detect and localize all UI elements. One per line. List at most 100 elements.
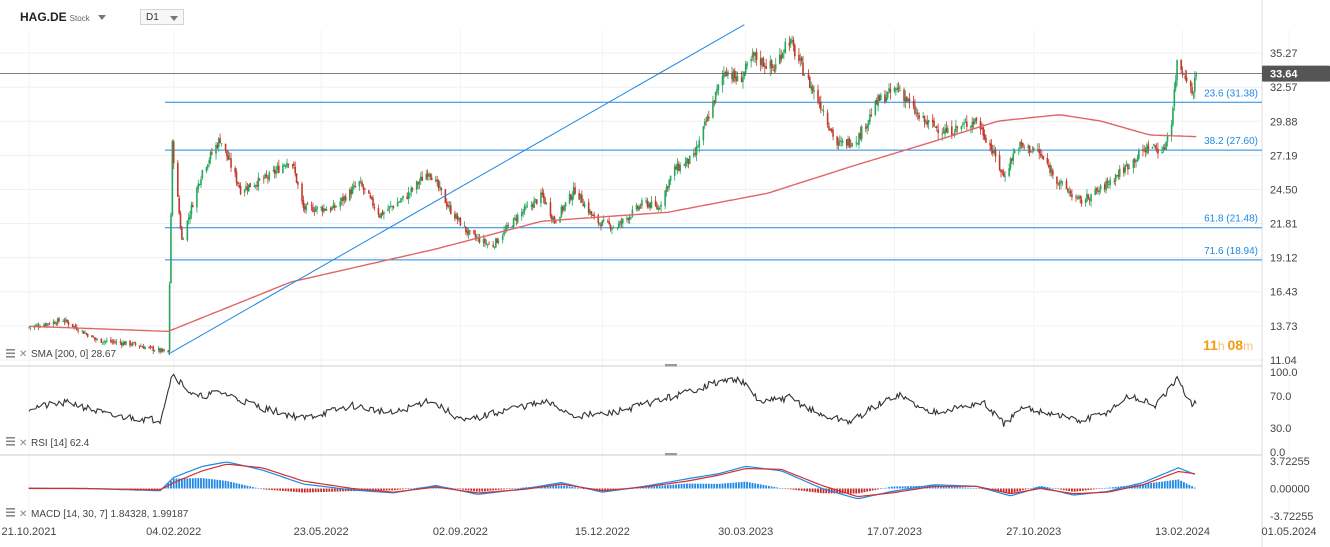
candle-body [273,169,276,174]
macd-histogram-bar [219,480,222,489]
candle-body [724,72,727,73]
macd-histogram-bar [1139,484,1142,489]
candle-body [736,75,739,82]
close-icon[interactable]: ✕ [19,438,27,449]
candle-body [531,204,534,208]
candle-body [144,346,146,350]
candle [955,119,957,136]
price-tag-background [1262,65,1330,82]
symbol-selector[interactable]: HAG.DE Stock [20,10,106,24]
macd-histogram-bar [803,488,806,492]
candle-body [36,324,38,326]
candle [364,188,366,195]
macd-histogram-bar [975,488,978,489]
candle [178,195,180,215]
candle [278,159,280,174]
candle-body [526,205,529,207]
candle [1084,198,1087,207]
candle [1191,82,1193,97]
rsi-legend[interactable]: ✕ RSI [14] 62.4 [6,437,90,449]
candle [839,135,841,147]
rsi-tick-label: 0.0 [1270,447,1285,459]
candle-body [262,178,265,180]
candle [1002,168,1005,177]
menu-icon[interactable] [6,437,15,446]
candle [52,319,55,327]
macd-histogram-bar [1101,488,1103,489]
macd-histogram-bar [331,488,333,492]
panel-resize-handle[interactable] [665,364,677,367]
fibonacci-levels[interactable]: 23.6 (31.38)38.2 (27.60)61.8 (21.48)71.6… [165,88,1262,261]
macd-histogram-bar [907,486,910,489]
macd-histogram-bar [795,488,798,491]
candle-body [886,91,889,98]
countdown-hours-unit: h [1218,339,1225,353]
candle-body [660,204,662,207]
chevron-down-icon[interactable] [97,15,106,21]
candle [230,152,232,172]
macd-histogram-bar [254,487,257,489]
macd-histogram-bar [658,485,661,489]
menu-icon[interactable] [6,508,15,517]
macd-histogram-bar [1185,483,1188,489]
candle-body [484,238,486,244]
candle [867,119,870,132]
candle-body [905,96,908,102]
candle [246,183,249,195]
macd-legend[interactable]: ✕ MACD [14, 30, 7] 1.84328, 1.99187 [6,508,189,520]
chevron-down-icon[interactable] [170,16,178,21]
candle [1154,144,1157,150]
macd-histogram-bar [582,488,585,489]
macd-histogram-bar [235,483,238,489]
macd-histogram-bar [847,488,849,494]
candle [313,206,316,216]
candle-body [264,174,266,179]
candle-body [178,197,180,214]
candle-body [256,184,258,187]
candle [359,176,362,184]
candle [119,338,122,345]
menu-icon[interactable] [6,349,15,358]
candle-body [1161,152,1163,154]
candle-body [598,223,601,224]
candle-body [540,192,542,204]
candle-body [418,181,421,184]
candle [665,184,668,197]
candle [712,95,714,119]
timeframe-select[interactable]: D1 [140,9,184,25]
panel-resize-handle[interactable] [665,453,677,456]
candle [830,127,833,134]
candle [237,181,239,187]
candle-body [1000,169,1002,173]
macd-histogram-bar [494,488,497,491]
close-icon[interactable]: ✕ [19,349,27,360]
close-icon[interactable]: ✕ [19,509,27,520]
price-axis[interactable]: 35.2732.5729.8827.1924.5021.8119.1216.43… [1270,48,1298,367]
trend-line[interactable] [167,24,745,355]
candle [1103,182,1106,193]
candle-body [359,181,362,183]
candle [578,189,580,201]
candle [770,59,773,75]
candle [753,51,755,63]
macd-histogram-bar [287,488,290,492]
candle [1009,157,1012,171]
candle-body [982,127,985,136]
candle-body [802,62,804,76]
current-price-tag: 33.64 [1262,65,1330,82]
candle-body [1011,158,1013,161]
candle [1109,176,1111,189]
candle-body [839,140,841,142]
macd-histogram-bar [557,485,560,489]
candle [111,339,114,345]
macd-histogram-bar [1166,480,1169,489]
candle-body [224,143,227,151]
time-axis[interactable]: 21.10.2021 04.02.2022 23.05.2022 02.09.2022… [1,526,1316,538]
candle [1076,195,1079,200]
macd-histogram-bar [789,488,792,490]
macd-histogram-bar [224,480,227,489]
sma-legend[interactable]: ✕ SMA [200, 0] 28.67 [6,349,116,360]
candle-body [237,181,239,185]
macd-histogram-bar [814,488,817,493]
